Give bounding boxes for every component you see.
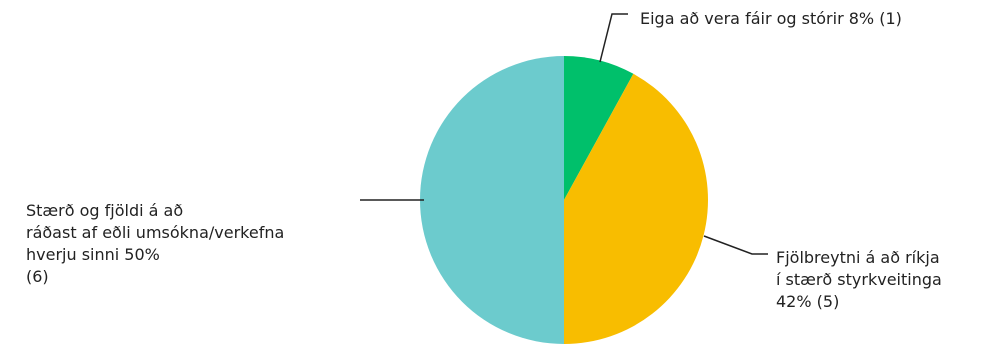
pie-slices (420, 56, 709, 344)
pie-slice-0 (564, 56, 634, 200)
slice-label-line: hverju sinni 50% (26, 245, 160, 264)
pie-slice-1 (564, 73, 709, 344)
slice-labels: Eiga að vera fáir og stórir 8% (1) Fjölbr… (26, 9, 942, 311)
slice-label-1: Fjölbreytni á að ríkja í stærð styrkveiti… (776, 248, 942, 311)
slice-label-line: í stærð styrkveitinga (776, 270, 942, 289)
slice-label-line: ráðast af eðli umsókna/verkefna (26, 223, 284, 242)
leader-line-1 (703, 235, 768, 255)
slice-label-line: Stærð og fjöldi á að (26, 201, 183, 220)
slice-label-2: Stærð og fjöldi á að ráðast af eðli umsók… (26, 201, 284, 286)
slice-label-line: 42% (5) (776, 292, 839, 311)
leader-lines (360, 13, 768, 255)
pie-slice-2 (420, 56, 564, 344)
leader-line-0 (599, 13, 628, 63)
slice-label-0: Eiga að vera fáir og stórir 8% (1) (640, 9, 902, 28)
slice-label-line: Fjölbreytni á að ríkja (776, 248, 940, 267)
slice-label-line: (6) (26, 267, 49, 286)
slice-label-line: Eiga að vera fáir og stórir 8% (1) (640, 9, 902, 28)
